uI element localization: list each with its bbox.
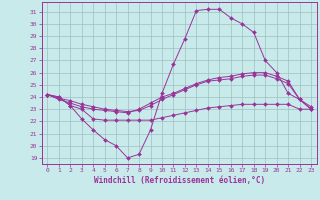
X-axis label: Windchill (Refroidissement éolien,°C): Windchill (Refroidissement éolien,°C) (94, 176, 265, 185)
